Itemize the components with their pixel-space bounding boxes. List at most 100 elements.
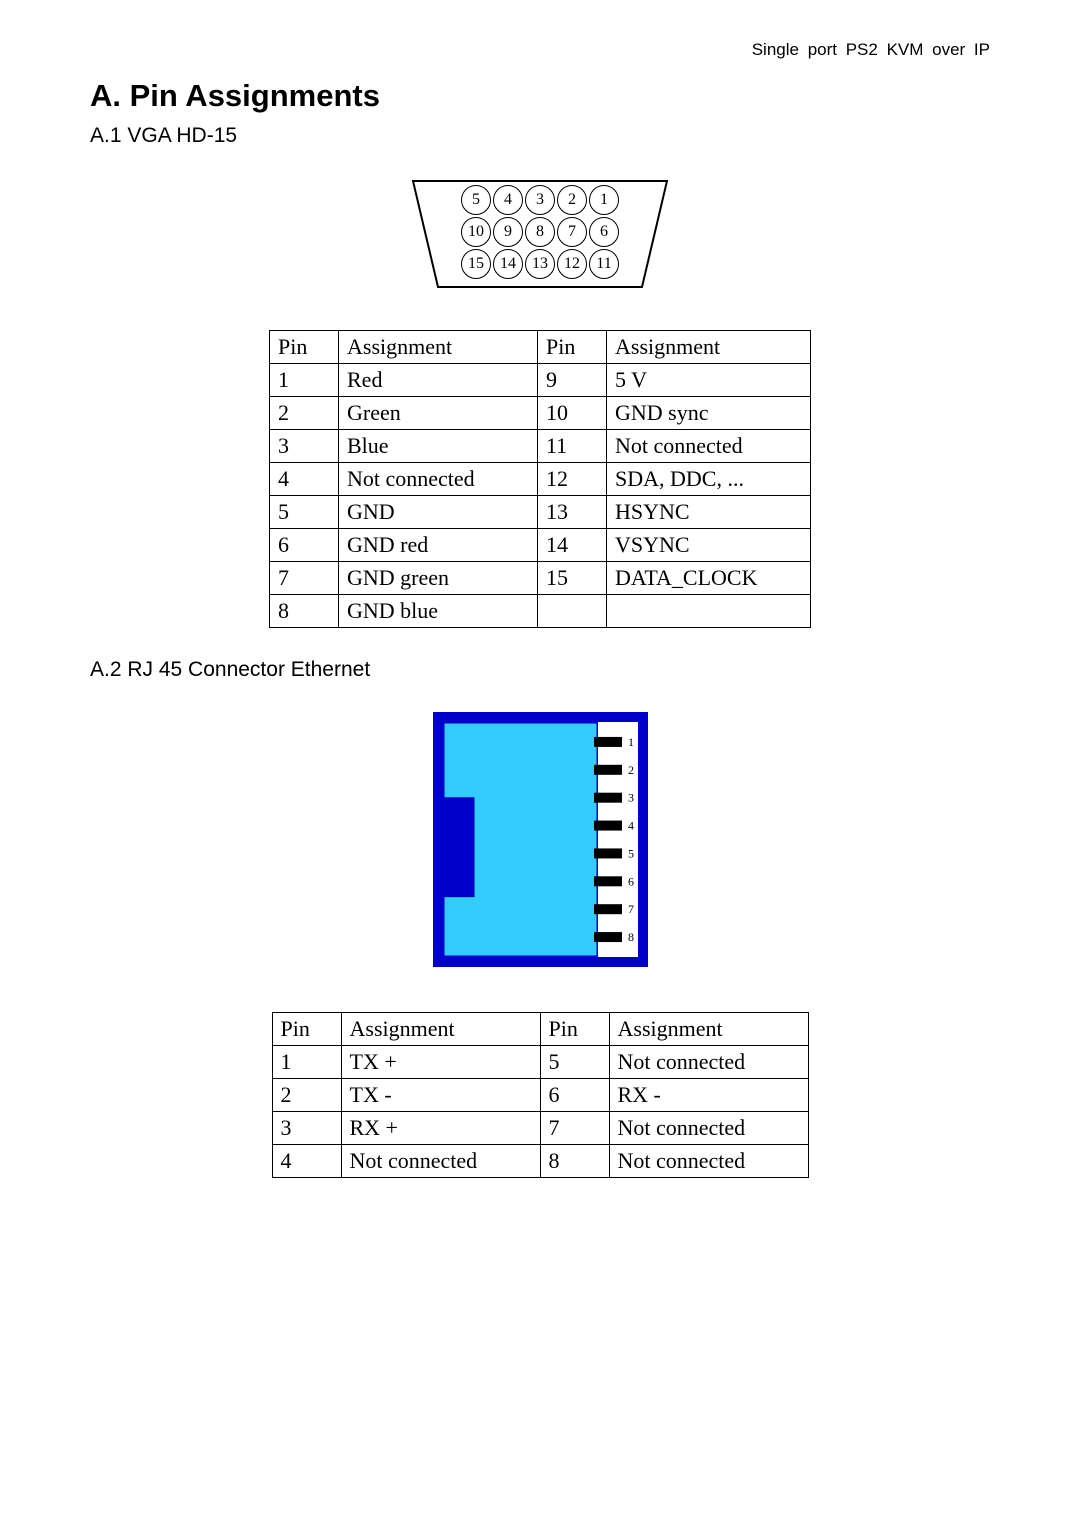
- table-cell: 2: [272, 1079, 341, 1112]
- table-cell: GND blue: [339, 595, 538, 628]
- table-cell: 2: [270, 397, 339, 430]
- table-row: 3Blue11Not connected: [270, 430, 811, 463]
- svg-text:2: 2: [628, 763, 634, 777]
- table-cell: 6: [270, 529, 339, 562]
- table-cell: [607, 595, 811, 628]
- section-a2: A.2 RJ 45 Connector Ethernet: [90, 658, 990, 682]
- table-row: 2Green10GND sync: [270, 397, 811, 430]
- table-row: 1Red95 V: [270, 364, 811, 397]
- table-cell: 4: [270, 463, 339, 496]
- svg-text:6: 6: [628, 874, 634, 888]
- table-cell: TX -: [341, 1079, 540, 1112]
- table-row: 2TX -6RX -: [272, 1079, 808, 1112]
- table-cell: GND green: [339, 562, 538, 595]
- table-header: Pin: [272, 1013, 341, 1046]
- vga-pin-2: 2: [557, 185, 587, 215]
- vga-pin-6: 6: [589, 217, 619, 247]
- table-cell: 3: [270, 430, 339, 463]
- svg-text:3: 3: [628, 791, 634, 805]
- table-header: Pin: [540, 1013, 609, 1046]
- table-cell: Red: [339, 364, 538, 397]
- vga-pin-10: 10: [461, 217, 491, 247]
- table-cell: 10: [538, 397, 607, 430]
- svg-text:4: 4: [628, 819, 634, 833]
- section-a1: A.1 VGA HD-15: [90, 124, 990, 148]
- svg-text:5: 5: [628, 846, 634, 860]
- table-header: Assignment: [339, 331, 538, 364]
- table-cell: 5: [540, 1046, 609, 1079]
- page-header: Single port PS2 KVM over IP: [90, 40, 990, 60]
- vga-row-3: 1514131211: [410, 248, 670, 280]
- vga-row-1: 54321: [410, 184, 670, 216]
- vga-pin-7: 7: [557, 217, 587, 247]
- table-cell: Not connected: [339, 463, 538, 496]
- vga-pin-5: 5: [461, 185, 491, 215]
- table-row: 4Not connected12SDA, DDC, ...: [270, 463, 811, 496]
- vga-pin-1: 1: [589, 185, 619, 215]
- table-row: 1TX +5Not connected: [272, 1046, 808, 1079]
- vga-pin-15: 15: [461, 249, 491, 279]
- table-cell: 7: [270, 562, 339, 595]
- table-row: 8GND blue: [270, 595, 811, 628]
- table-cell: Not connected: [609, 1112, 808, 1145]
- table-cell: RX -: [609, 1079, 808, 1112]
- table-cell: 12: [538, 463, 607, 496]
- vga-row-2: 109876: [410, 216, 670, 248]
- table-cell: 4: [272, 1145, 341, 1178]
- rj45-pin-table: PinAssignmentPinAssignment1TX +5Not conn…: [272, 1012, 809, 1178]
- table-header: Assignment: [341, 1013, 540, 1046]
- table-cell: DATA_CLOCK: [607, 562, 811, 595]
- table-row: 5GND13HSYNC: [270, 496, 811, 529]
- vga-pin-4: 4: [493, 185, 523, 215]
- table-header: Assignment: [607, 331, 811, 364]
- table-header: Pin: [270, 331, 339, 364]
- table-cell: 15: [538, 562, 607, 595]
- table-row: 7GND green15DATA_CLOCK: [270, 562, 811, 595]
- table-cell: TX +: [341, 1046, 540, 1079]
- table-header: Pin: [538, 331, 607, 364]
- table-cell: 8: [540, 1145, 609, 1178]
- table-cell: 1: [270, 364, 339, 397]
- table-cell: HSYNC: [607, 496, 811, 529]
- table-cell: SDA, DDC, ...: [607, 463, 811, 496]
- table-cell: Not connected: [609, 1046, 808, 1079]
- table-row: 4Not connected8Not connected: [272, 1145, 808, 1178]
- table-cell: GND red: [339, 529, 538, 562]
- table-cell: 5 V: [607, 364, 811, 397]
- table-cell: RX +: [341, 1112, 540, 1145]
- table-cell: 8: [270, 595, 339, 628]
- table-cell: 3: [272, 1112, 341, 1145]
- table-cell: Green: [339, 397, 538, 430]
- table-row: 6GND red14VSYNC: [270, 529, 811, 562]
- table-cell: 13: [538, 496, 607, 529]
- svg-text:7: 7: [628, 902, 634, 916]
- table-cell: [538, 595, 607, 628]
- table-cell: Not connected: [609, 1145, 808, 1178]
- svg-text:8: 8: [628, 930, 634, 944]
- svg-text:1: 1: [628, 735, 634, 749]
- table-row: 3RX +7Not connected: [272, 1112, 808, 1145]
- table-cell: 6: [540, 1079, 609, 1112]
- table-cell: 1: [272, 1046, 341, 1079]
- table-cell: GND sync: [607, 397, 811, 430]
- rj45-connector-diagram: 1 2 3 4 5 6 7 8: [90, 712, 990, 972]
- table-cell: Not connected: [607, 430, 811, 463]
- vga-pin-table: PinAssignmentPinAssignment1Red95 V2Green…: [269, 330, 811, 628]
- vga-pin-12: 12: [557, 249, 587, 279]
- vga-pin-9: 9: [493, 217, 523, 247]
- table-cell: 11: [538, 430, 607, 463]
- table-header: Assignment: [609, 1013, 808, 1046]
- table-cell: Not connected: [341, 1145, 540, 1178]
- table-cell: GND: [339, 496, 538, 529]
- vga-pin-13: 13: [525, 249, 555, 279]
- table-cell: Blue: [339, 430, 538, 463]
- table-cell: 9: [538, 364, 607, 397]
- vga-connector-diagram: 54321 109876 1514131211: [90, 178, 990, 295]
- vga-pin-8: 8: [525, 217, 555, 247]
- table-cell: VSYNC: [607, 529, 811, 562]
- vga-pin-11: 11: [589, 249, 619, 279]
- page-title: A. Pin Assignments: [90, 78, 990, 114]
- table-cell: 5: [270, 496, 339, 529]
- table-cell: 14: [538, 529, 607, 562]
- vga-pin-3: 3: [525, 185, 555, 215]
